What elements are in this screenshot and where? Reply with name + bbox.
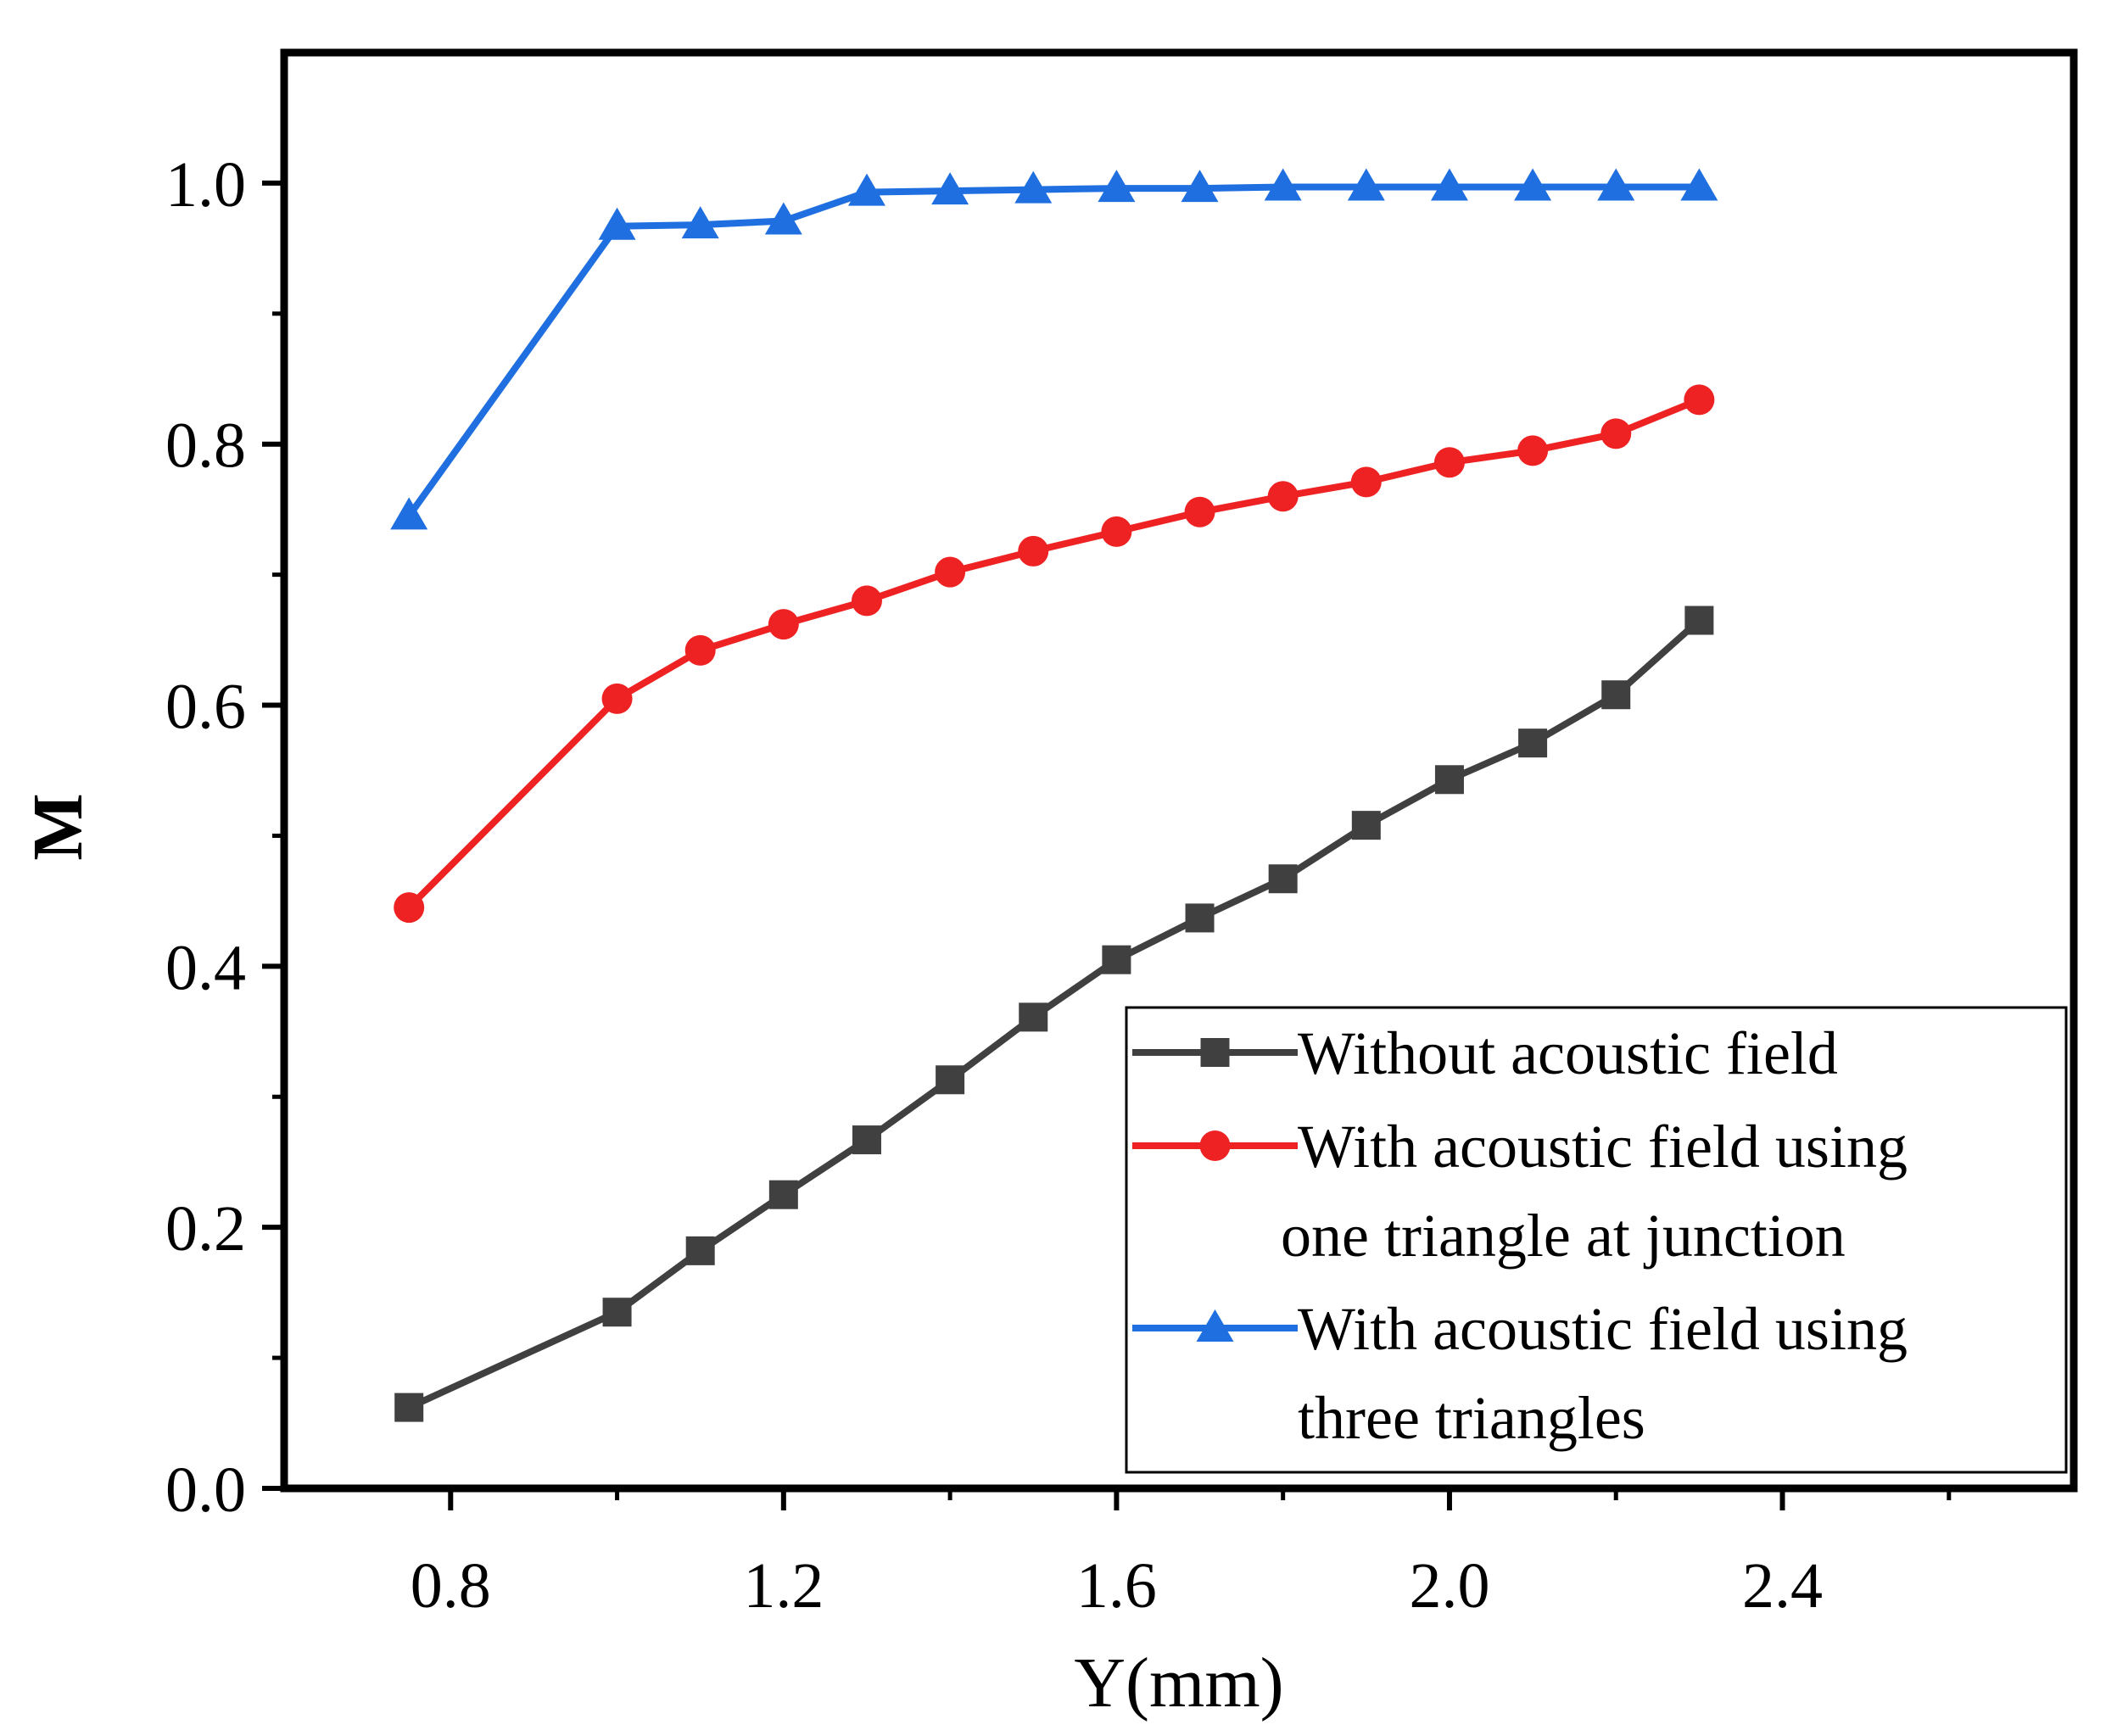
data-point [851, 585, 882, 617]
legend-label: one triangle at junction [1281, 1202, 1846, 1270]
x-tick-label: 0.8 [411, 1550, 491, 1622]
data-point [394, 892, 425, 924]
series-1 [394, 606, 1714, 1422]
legend-marker [1200, 1038, 1230, 1067]
data-point [1101, 516, 1132, 547]
data-point [684, 634, 716, 666]
data-point [681, 206, 719, 239]
data-point [1518, 728, 1548, 758]
data-point [1014, 170, 1053, 204]
data-point [847, 173, 885, 206]
legend-marker [1199, 1130, 1231, 1161]
y-tick-label: 0.8 [165, 410, 246, 482]
data-point [394, 1393, 424, 1422]
data-point [1434, 765, 1464, 795]
legend-box [1125, 1006, 2068, 1474]
data-point [764, 202, 802, 235]
data-point [1597, 168, 1635, 201]
data-point [1184, 496, 1215, 527]
data-point [1514, 168, 1552, 201]
data-point [1684, 384, 1715, 416]
data-point [1430, 168, 1468, 201]
legend-label: three triangles [1298, 1384, 1645, 1452]
y-tick-label: 0.2 [165, 1193, 246, 1264]
data-point [598, 207, 636, 240]
x-tick-label: 2.4 [1742, 1550, 1823, 1622]
series-3 [390, 168, 1718, 530]
tick-labels: 0.8 1.2 1.6 2.0 2.4 0.0 0.2 0.4 0.6 0.8 1.0 [165, 149, 1823, 1622]
data-point [852, 1125, 881, 1155]
data-point [1684, 606, 1714, 635]
legend: Without acoustic field With acoustic fiel… [1125, 1006, 2068, 1474]
series-group [390, 168, 1718, 1422]
series-line [406, 396, 1701, 910]
data-point [1680, 168, 1718, 201]
x-axis-title: Y(mm) [1074, 1644, 1283, 1722]
y-tick-label: 0.4 [165, 932, 246, 1003]
y-tick-label: 0.0 [165, 1454, 246, 1526]
data-point [931, 172, 969, 205]
data-point [1185, 903, 1215, 933]
legend-label: With acoustic field using [1298, 1113, 1908, 1181]
data-point [1019, 1002, 1048, 1032]
data-point [602, 1298, 632, 1327]
data-point [390, 497, 428, 530]
data-point [935, 556, 966, 588]
legend-marker [1196, 1309, 1234, 1342]
data-point [1433, 447, 1465, 478]
x-tick-label: 2.0 [1409, 1550, 1489, 1622]
data-point [1347, 168, 1385, 201]
legend-item-3: With acoustic field using three triangles [1132, 1295, 1908, 1452]
data-point [768, 1180, 798, 1209]
data-point [1351, 811, 1381, 840]
data-point [1600, 418, 1632, 449]
data-point [601, 683, 633, 714]
series-2 [394, 384, 1715, 924]
legend-item-2: With acoustic field using one triangle at… [1132, 1113, 1908, 1270]
data-point [1098, 170, 1136, 203]
data-point [1264, 168, 1302, 201]
y-tick-label: 0.6 [165, 672, 246, 743]
data-point [936, 1065, 965, 1095]
data-point [1102, 945, 1131, 974]
data-point [1018, 535, 1049, 567]
data-point [1601, 680, 1631, 710]
data-point [1267, 481, 1299, 512]
y-tick-label: 1.0 [165, 149, 246, 220]
y-axis-title: M [19, 793, 98, 860]
data-point [1181, 170, 1219, 203]
legend-item-1: Without acoustic field [1132, 1019, 1838, 1087]
data-point [1268, 864, 1298, 894]
data-point [768, 609, 799, 640]
legend-label: Without acoustic field [1298, 1019, 1838, 1087]
data-point [1517, 435, 1549, 466]
data-point [1350, 466, 1382, 498]
x-tick-label: 1.6 [1076, 1550, 1157, 1622]
x-tick-label: 1.2 [743, 1550, 824, 1622]
data-point [685, 1236, 715, 1265]
plot-frame [280, 48, 2078, 1493]
legend-label: With acoustic field using [1298, 1295, 1908, 1363]
